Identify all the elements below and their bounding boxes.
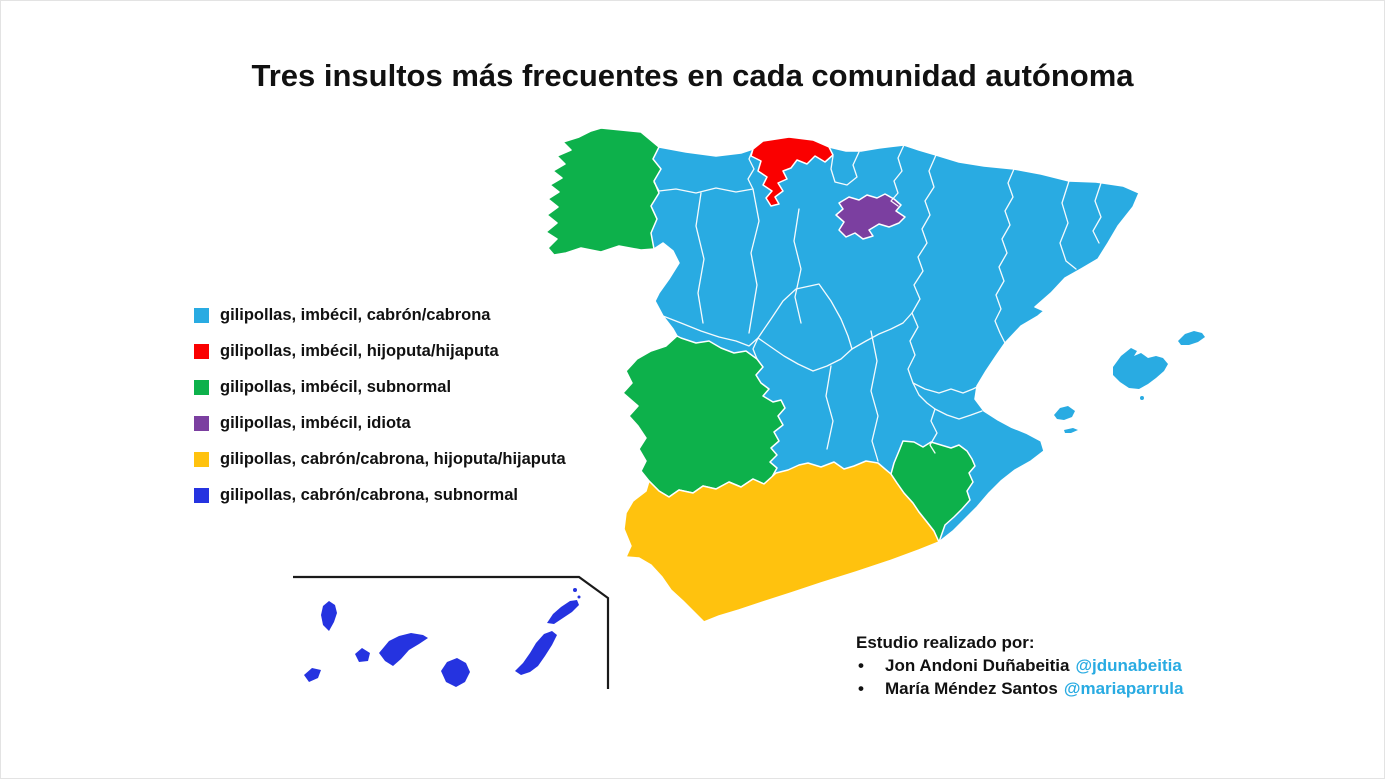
credits-block: Estudio realizado por: • Jon Andoni Duña… xyxy=(856,631,1183,700)
legend-label: gilipollas, imbécil, idiota xyxy=(220,413,411,432)
legend-label: gilipollas, imbécil, cabrón/cabrona xyxy=(220,305,491,324)
author-name: Jon Andoni Duñabeitia xyxy=(885,656,1070,675)
island-lanzarote xyxy=(547,600,579,624)
map-legend: gilipollas, imbécil, cabrón/cabrona gili… xyxy=(194,305,566,521)
island-gran-canaria xyxy=(441,658,470,687)
islet-graciosa xyxy=(573,588,577,592)
border-province-leon xyxy=(695,192,705,324)
legend-item: gilipollas, cabrón/cabrona, subnormal xyxy=(194,485,566,505)
region-murcia xyxy=(890,440,976,543)
legend-item: gilipollas, imbécil, idiota xyxy=(194,413,566,433)
legend-label: gilipollas, cabrón/cabrona, subnormal xyxy=(220,485,518,504)
canary-inset-border xyxy=(293,575,610,689)
border-province-clm-1 xyxy=(825,365,834,450)
border-cyl-clm-east xyxy=(851,312,913,350)
border-cyl-south-west xyxy=(662,315,759,347)
region-islas-baleares xyxy=(1054,331,1205,433)
legend-swatch-yellow xyxy=(194,451,209,467)
region-border-madrid xyxy=(757,283,853,372)
legend-item: gilipollas, cabrón/cabrona, hijoputa/hij… xyxy=(194,449,566,469)
credit-author: • María Méndez Santos @mariaparrula xyxy=(856,677,1183,700)
region-galicia xyxy=(545,127,662,256)
border-province-girona xyxy=(1092,182,1102,244)
border-clm-extremadura-link xyxy=(752,337,759,360)
island-menorca xyxy=(1178,331,1205,345)
islet-alegranza xyxy=(577,595,581,599)
legend-swatch-cyan xyxy=(194,307,209,323)
border-aragon-cataluna xyxy=(994,168,1015,344)
legend-item: gilipollas, imbécil, cabrón/cabrona xyxy=(194,305,566,325)
credits-heading: Estudio realizado por: xyxy=(856,633,1035,652)
legend-label: gilipollas, cabrón/cabrona, hijoputa/hij… xyxy=(220,449,566,468)
island-formentera xyxy=(1064,428,1078,433)
border-navarra-west xyxy=(890,144,905,207)
border-aragon-valencia xyxy=(912,382,978,394)
legend-item: gilipollas, imbécil, subnormal xyxy=(194,377,566,397)
island-mallorca xyxy=(1113,348,1168,389)
legend-swatch-purple xyxy=(194,415,209,431)
author-name: María Méndez Santos xyxy=(885,679,1058,698)
island-el-hierro xyxy=(304,668,321,682)
page-title: Tres insultos más frecuentes en cada com… xyxy=(251,58,1134,93)
region-cantabria xyxy=(750,136,834,207)
island-tenerife xyxy=(379,633,428,666)
legend-swatch-green xyxy=(194,379,209,395)
island-fuerteventura xyxy=(515,631,557,675)
legend-swatch-blue xyxy=(194,487,209,503)
bullet-icon: • xyxy=(858,656,864,675)
region-andalucia xyxy=(623,460,940,623)
credit-author: • Jon Andoni Duñabeitia @jdunabeitia xyxy=(856,654,1183,677)
island-la-gomera xyxy=(355,648,370,662)
author-handle: @mariaparrula xyxy=(1063,679,1184,698)
legend-swatch-red xyxy=(194,343,209,359)
island-ibiza xyxy=(1054,406,1075,420)
legend-label: gilipollas, imbécil, subnormal xyxy=(220,377,452,396)
border-province-lleida xyxy=(1059,180,1077,270)
islet-cabrera xyxy=(1140,396,1144,400)
border-province-burgos xyxy=(793,208,802,324)
legend-item: gilipollas, imbécil, hijoputa/hijaputa xyxy=(194,341,566,361)
region-la-rioja xyxy=(835,193,906,240)
border-province-palencia xyxy=(748,188,760,334)
bullet-icon: • xyxy=(858,679,864,698)
border-aragon-west xyxy=(907,154,938,454)
legend-label: gilipollas, imbécil, hijoputa/hijaputa xyxy=(220,341,499,360)
community-borders xyxy=(653,144,1102,462)
border-asturias xyxy=(653,148,755,194)
region-canarias xyxy=(304,588,581,687)
border-province-valencia xyxy=(934,408,983,420)
border-pais-vasco-west xyxy=(830,151,860,186)
island-la-palma xyxy=(321,601,337,631)
border-province-clm-2 xyxy=(870,330,879,462)
author-handle: @jdunabeitia xyxy=(1075,656,1182,675)
